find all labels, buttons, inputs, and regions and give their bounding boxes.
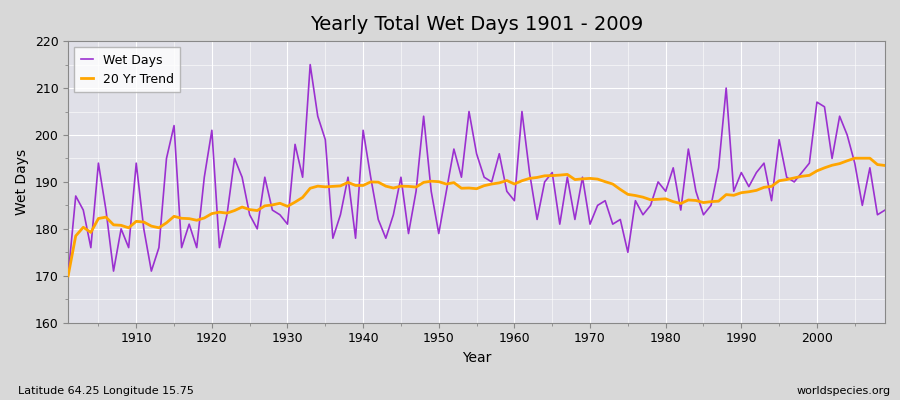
Title: Yearly Total Wet Days 1901 - 2009: Yearly Total Wet Days 1901 - 2009 [310, 15, 644, 34]
Wet Days [290, 142, 301, 147]
Line: 20 Yr Trend: 20 Yr Trend [68, 158, 885, 276]
20 Yr Trend [335, 184, 346, 188]
20 Yr Trend [290, 200, 301, 204]
Wet Days [305, 62, 316, 67]
Wet Days [517, 109, 527, 114]
20 Yr Trend [599, 179, 610, 184]
20 Yr Trend [879, 163, 890, 168]
Text: worldspecies.org: worldspecies.org [796, 386, 891, 396]
X-axis label: Year: Year [462, 351, 491, 365]
Wet Days [608, 222, 618, 226]
Wet Days [63, 273, 74, 278]
Legend: Wet Days, 20 Yr Trend: Wet Days, 20 Yr Trend [75, 47, 180, 92]
20 Yr Trend [850, 156, 860, 161]
Wet Days [343, 175, 354, 180]
Text: Latitude 64.25 Longitude 15.75: Latitude 64.25 Longitude 15.75 [18, 386, 194, 396]
20 Yr Trend [509, 182, 520, 186]
Wet Days [123, 245, 134, 250]
Y-axis label: Wet Days: Wet Days [15, 149, 29, 215]
Wet Days [879, 208, 890, 212]
20 Yr Trend [63, 273, 74, 278]
Line: Wet Days: Wet Days [68, 64, 885, 276]
20 Yr Trend [501, 178, 512, 183]
20 Yr Trend [123, 226, 134, 230]
Wet Days [509, 198, 520, 203]
